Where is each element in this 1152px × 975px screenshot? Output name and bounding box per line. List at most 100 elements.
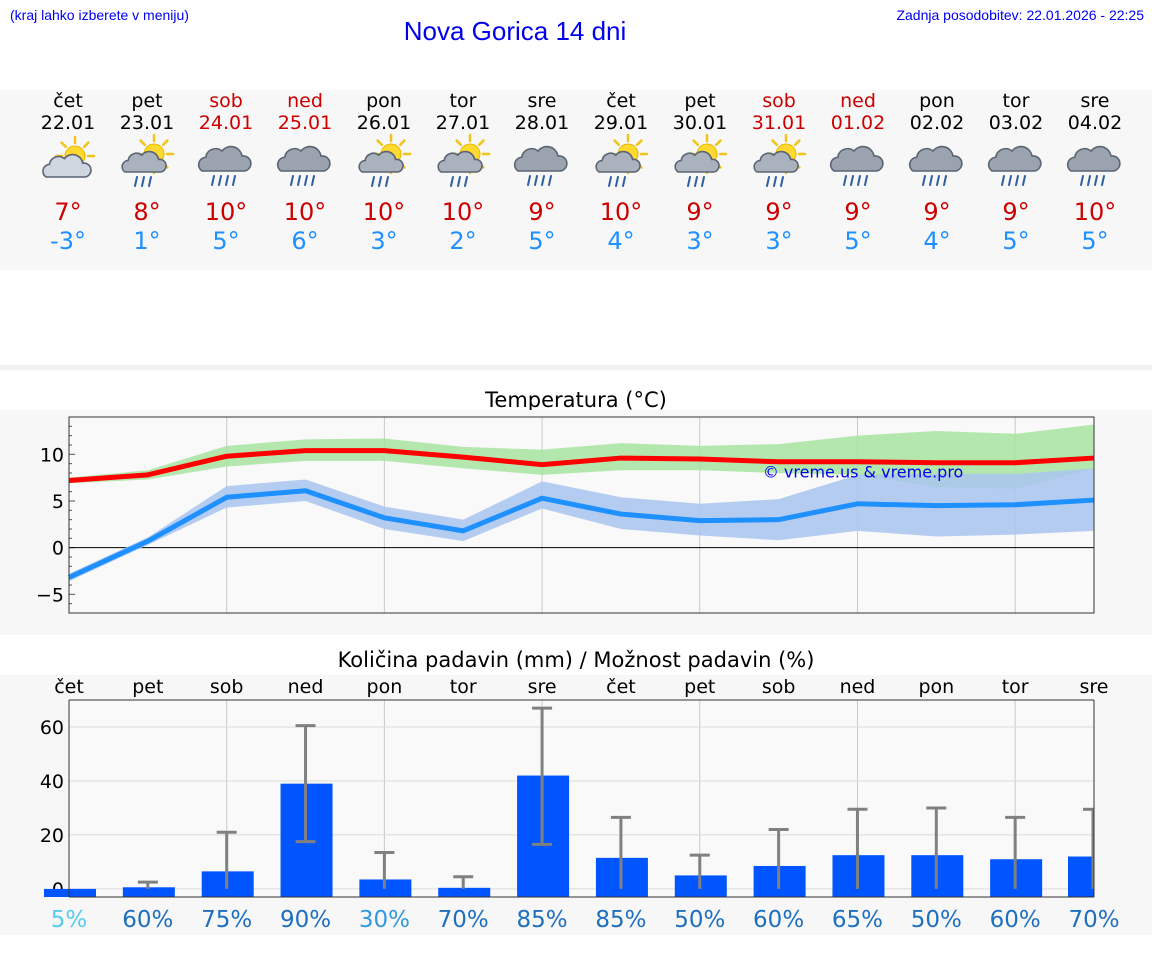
precip-day-label: ned (840, 676, 876, 698)
precip-probability: 30% (359, 907, 410, 933)
y-tick-label: 5 (52, 491, 64, 513)
forecast-date: 26.01 (357, 112, 411, 134)
rain-drop (780, 176, 784, 187)
rain-drop (929, 175, 933, 186)
forecast-min-temp: 5° (1002, 227, 1029, 255)
precip-day-label: pet (132, 676, 163, 698)
sun-ray (635, 139, 643, 147)
rain-drop (615, 176, 619, 187)
plot-frame (68, 416, 1095, 614)
rain-drop (232, 175, 236, 186)
forecast-max-temp: 9° (844, 198, 871, 226)
precip-bar (438, 887, 491, 897)
rain-drop (850, 175, 854, 186)
rain-drop (622, 176, 626, 187)
rain-drop (457, 176, 461, 187)
forecast-max-temp: 9° (765, 198, 792, 226)
forecast-min-temp: 3° (765, 227, 792, 255)
precip-day-label: sob (210, 676, 244, 698)
forecast-min-temp: 5° (844, 227, 871, 255)
precip-probability: 90% (280, 907, 331, 933)
rain-drop (548, 175, 552, 186)
sun-cloud-rain-icon (358, 133, 412, 187)
forecast-min-temp: 5° (528, 227, 555, 255)
forecast-day-name: pet (131, 90, 162, 112)
precip-day-label: čet (606, 676, 636, 698)
separator (0, 365, 1152, 370)
sun-cloud-rain-icon (595, 133, 649, 187)
forecast-min-temp: 1° (133, 227, 160, 255)
forecast-date: 04.02 (1068, 112, 1122, 134)
sun-ray (60, 141, 68, 149)
precip-day-label: pet (684, 676, 715, 698)
cloud-rain-icon (987, 145, 1042, 186)
forecast-date: 24.01 (199, 112, 253, 134)
forecast-day-name: sob (209, 90, 243, 112)
precip-probability: 70% (1068, 907, 1119, 933)
y-tick-label: 10 (40, 444, 64, 466)
temperature-chart-title: Temperatura (°C) (485, 388, 667, 412)
max-temp-line (68, 448, 1095, 483)
rain-drop (936, 175, 940, 186)
precip-day-label: ned (288, 676, 324, 698)
precip-day-label: čet (54, 676, 84, 698)
sun-cloud-rain-icon (674, 133, 728, 187)
rain-drop (1080, 175, 1084, 186)
forecast-max-temp: 9° (528, 198, 555, 226)
precip-day-label: sob (762, 676, 796, 698)
forecast-max-temp: 10° (363, 198, 406, 226)
forecast-day-name: tor (450, 90, 477, 112)
forecast-min-temp: 4° (607, 227, 634, 255)
cloud-shape (595, 150, 641, 173)
rain-drop (211, 175, 215, 186)
forecast-day-name: pet (684, 90, 715, 112)
forecast-max-temp: 9° (923, 198, 950, 226)
forecast-day-name: tor (1003, 90, 1030, 112)
forecast-date: 31.01 (752, 112, 806, 134)
max-temp-range-band (69, 424, 1094, 489)
rain-drop (943, 175, 947, 186)
rain-drop (1094, 175, 1098, 186)
cloud-shape (42, 153, 92, 178)
cloud-shape (437, 150, 483, 173)
forecast-max-temp: 10° (600, 198, 643, 226)
forecast-day-name: sre (1081, 90, 1110, 112)
forecast-day-name: sob (762, 90, 796, 112)
precip-day-label: tor (450, 676, 477, 698)
rain-drop (1087, 175, 1091, 186)
cloud-rain-icon (197, 145, 252, 186)
sun-ray (771, 139, 779, 147)
forecast-min-temp: 6° (291, 227, 318, 255)
cloud-shape (1066, 145, 1121, 172)
precip-probability: 50% (674, 907, 725, 933)
sun-ray (398, 139, 406, 147)
rain-drop (766, 176, 770, 187)
y-tick-label: 0 (52, 538, 64, 560)
forecast-min-temp: 2° (449, 227, 476, 255)
forecast-day-name: čet (606, 90, 636, 112)
location-menu-hint[interactable]: (kraj lahko izberete v meniju) (10, 7, 189, 23)
sun-ray (714, 139, 722, 147)
cloud-shape (674, 150, 720, 173)
page-title: Nova Gorica 14 dni (403, 16, 627, 46)
cloud-shape (829, 145, 884, 172)
rain-drop (1101, 175, 1105, 186)
forecast-max-temp: 10° (205, 198, 248, 226)
forecast-day-name: ned (287, 90, 323, 112)
forecast-date: 29.01 (594, 112, 648, 134)
last-update: Zadnja posodobitev: 22.01.2026 - 22:25 (896, 7, 1144, 23)
forecast-day-name: sre (528, 90, 557, 112)
rain-drop (541, 175, 545, 186)
rain-drop (1015, 175, 1019, 186)
forecast-max-temp: 10° (1074, 198, 1117, 226)
forecast-days: čet22.017°-3°pet23.018°1°sob24.0110°5°ne… (41, 90, 1122, 255)
precip-probability: 65% (832, 907, 883, 933)
forecast-max-temp: 7° (54, 198, 81, 226)
precip-probability: 60% (753, 907, 804, 933)
sun-cloud-icon (42, 135, 96, 178)
cloud-rain-icon (1066, 145, 1121, 186)
rain-drop (371, 176, 375, 187)
min-temp-line (67, 488, 1095, 580)
sun-cloud-rain-icon (437, 133, 491, 187)
rain-drop (148, 176, 152, 187)
